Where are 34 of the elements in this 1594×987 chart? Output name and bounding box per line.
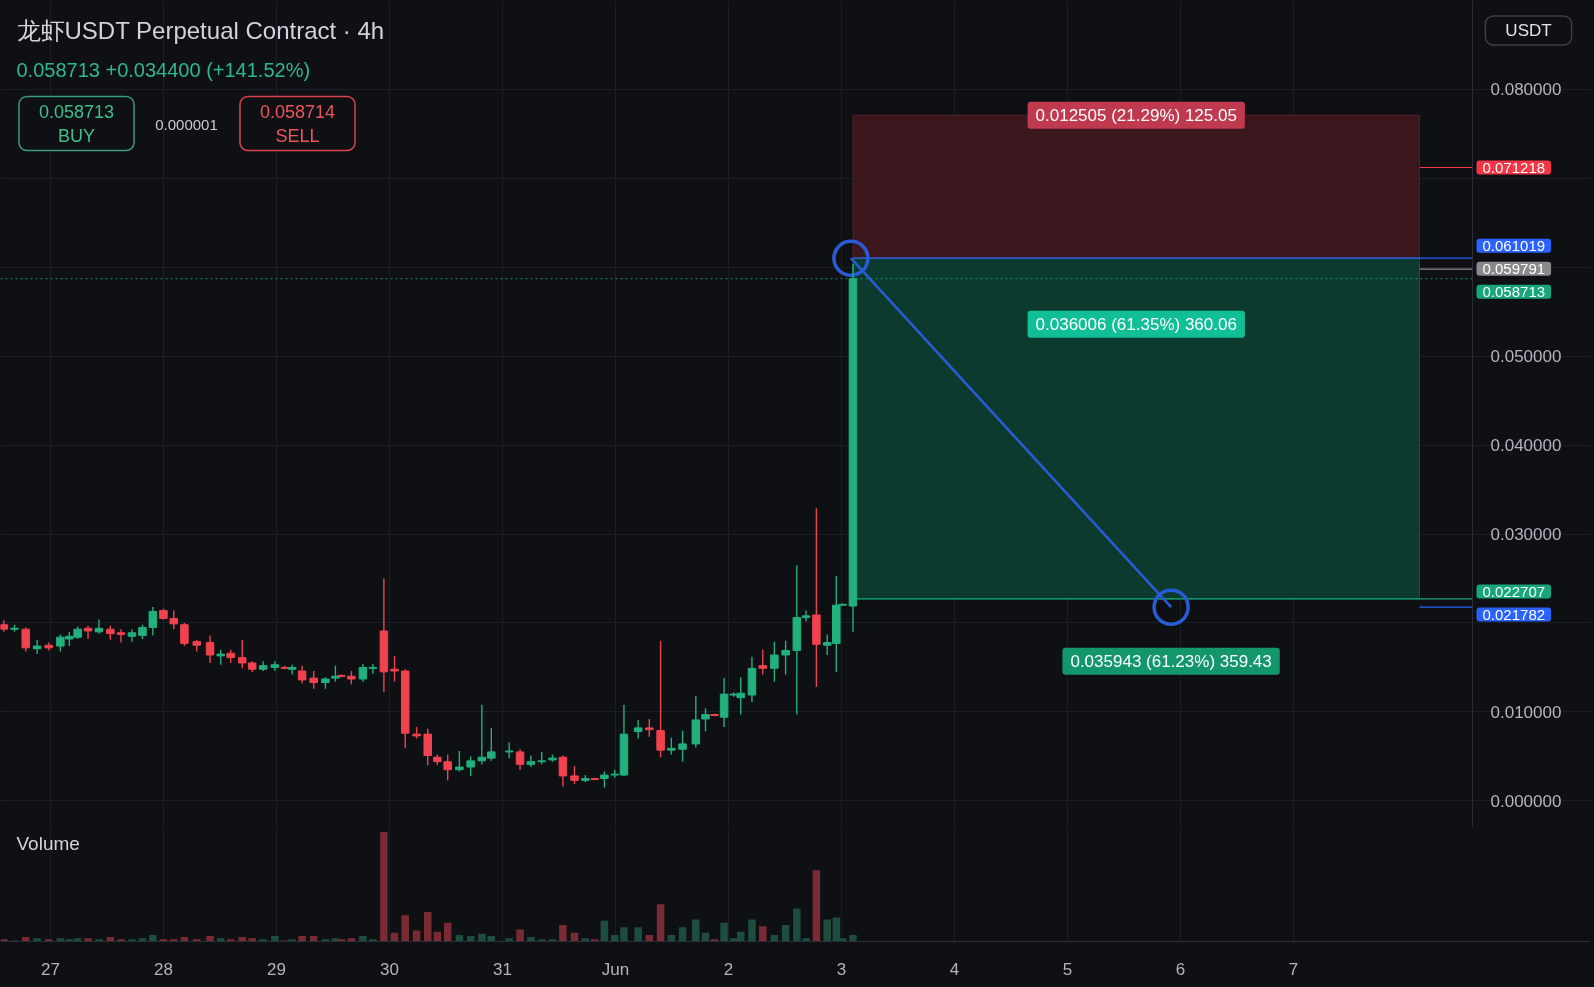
y-tick-label: 0.080000 [1490,80,1562,100]
ref-line-label: 0.021782 [1482,605,1546,623]
x-tick-label: 2 [723,959,734,979]
x-tick-label: 6 [1175,959,1186,979]
ref-line-label: 0.061019 [1482,236,1546,254]
x-tick-label: 7 [1288,959,1299,979]
annotation: 0.058713 BUY [38,101,115,146]
annotation: 0.058714 SELL [259,101,336,146]
band-label: 0.036006 (61.35%) 360.06 [1035,314,1237,334]
y-tick-label: 0.000000 [1490,791,1562,811]
band-label: 0.012505 (21.29%) 125.05 [1035,105,1237,125]
ref-line-label: 0.059791 [1482,259,1546,277]
text: 龙虾USDT Perpetual Contract · 4h [16,17,385,44]
x-tick-label: 4 [949,959,960,979]
text: 0.058713 +0.034400 (+141.52%) [16,58,311,81]
y-tick-label: 0.050000 [1490,347,1562,367]
x-tick-label: 29 [266,959,286,979]
x-tick-label: 27 [40,959,60,979]
x-tick-label: 31 [493,959,512,979]
annotation: 0.000001 [155,115,218,133]
x-tick-label: 30 [379,959,399,979]
annotation: 0.035943 (61.23%) 359.43 [1070,651,1272,671]
x-tick-label: Jun [601,959,630,979]
ref-line-label: 0.071218 [1482,158,1546,176]
ref-line-label: 0.022707 [1482,582,1546,600]
y-tick-label: 0.040000 [1490,436,1562,456]
annotation: USDT [1505,21,1552,40]
y-tick-label: 0.030000 [1490,525,1562,545]
chart-title: Volume [16,833,80,854]
y-tick-label: 0.010000 [1490,702,1562,722]
x-tick-label: 5 [1062,959,1073,979]
ref-line-label: 0.058713 [1482,282,1546,300]
x-tick-label: 28 [153,959,173,979]
x-tick-label: 3 [836,959,847,979]
